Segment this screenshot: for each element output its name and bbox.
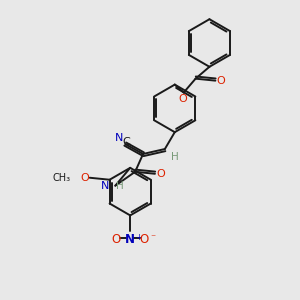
Text: +: + (135, 233, 142, 242)
Text: O: O (80, 173, 89, 183)
Text: N: N (115, 133, 123, 143)
Text: O: O (112, 233, 121, 246)
Text: ⁻: ⁻ (150, 233, 155, 243)
Text: O: O (178, 94, 187, 103)
Text: O: O (216, 76, 225, 85)
Text: N: N (125, 233, 135, 246)
Text: CH₃: CH₃ (53, 173, 71, 183)
Text: O: O (140, 233, 149, 246)
Text: C: C (122, 137, 130, 147)
Text: O: O (156, 169, 165, 179)
Text: H: H (171, 152, 178, 162)
Text: N: N (101, 181, 110, 191)
Text: H: H (116, 181, 124, 191)
